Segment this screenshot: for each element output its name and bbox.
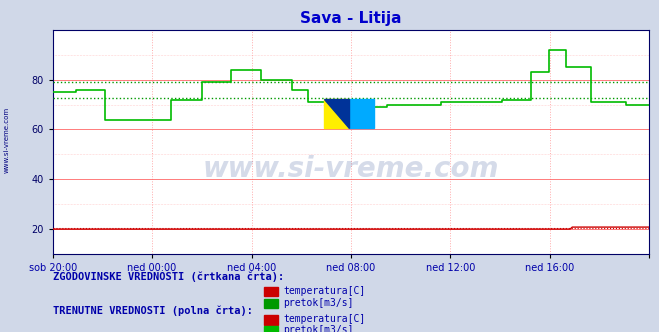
Text: www.si-vreme.com: www.si-vreme.com (203, 155, 499, 183)
Text: TRENUTNE VREDNOSTI (polna črta):: TRENUTNE VREDNOSTI (polna črta): (53, 305, 252, 316)
Text: ZGODOVINSKE VREDNOSTI (črtkana črta):: ZGODOVINSKE VREDNOSTI (črtkana črta): (53, 271, 284, 282)
Bar (349, 99, 374, 128)
Title: Sava - Litija: Sava - Litija (300, 11, 402, 26)
Text: pretok[m3/s]: pretok[m3/s] (283, 298, 354, 308)
Text: temperatura[C]: temperatura[C] (283, 286, 366, 296)
Text: pretok[m3/s]: pretok[m3/s] (283, 325, 354, 332)
Bar (324, 99, 349, 128)
Text: temperatura[C]: temperatura[C] (283, 314, 366, 324)
Text: www.si-vreme.com: www.si-vreme.com (3, 106, 9, 173)
Polygon shape (324, 99, 349, 128)
